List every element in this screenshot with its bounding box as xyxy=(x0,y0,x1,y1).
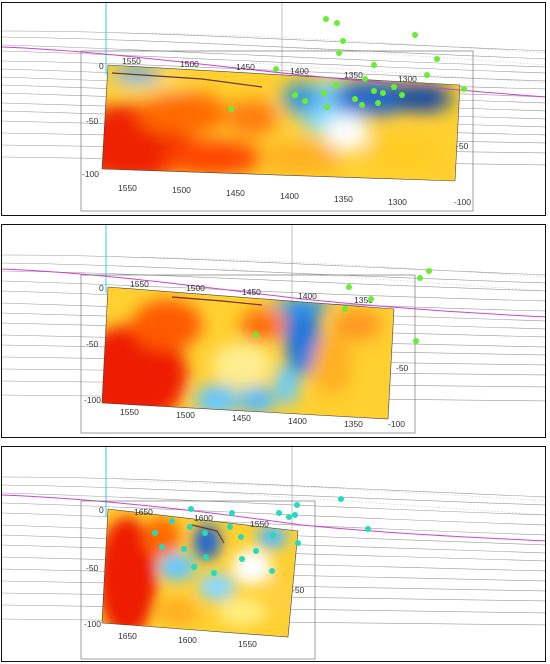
bottom-distance-ticks: 1550 1500 1450 1400 1350 xyxy=(120,407,363,429)
svg-text:1350: 1350 xyxy=(344,70,363,80)
depth-label-top: 0 xyxy=(99,61,104,71)
section-frame xyxy=(80,500,316,660)
panel-3-canvas: 0 -50 -50 -100 1650 1600 1550 1650 1600 … xyxy=(2,447,545,660)
svg-text:1500: 1500 xyxy=(180,59,199,69)
top-distance-ticks: 1550 1500 1450 1400 1350 1300 xyxy=(122,56,417,84)
depth-label-bottom-left: -100 xyxy=(82,169,99,179)
svg-text:1450: 1450 xyxy=(232,413,251,423)
panel-2-canvas: 0 -50 -50 -100 -100 1550 1500 1450 1400 … xyxy=(2,225,545,434)
bottom-distance-ticks: 1550 1500 1450 1400 1350 1300 xyxy=(118,183,407,207)
sample-markers xyxy=(152,496,371,576)
resistivity-section xyxy=(102,509,298,637)
svg-text:1400: 1400 xyxy=(280,191,299,201)
svg-text:1650: 1650 xyxy=(118,631,137,641)
depth-label-mid-right: -50 xyxy=(456,141,469,151)
depth-label-mid-right: -50 xyxy=(292,585,305,595)
bottom-distance-ticks: 1650 1600 1550 xyxy=(118,631,257,649)
svg-text:1400: 1400 xyxy=(288,416,307,426)
section-panel-1: 0 -50 -50 -100 -100 1550 1500 1450 1400 … xyxy=(1,2,546,216)
resistivity-section xyxy=(102,65,460,181)
depth-label-mid-left: -50 xyxy=(86,339,99,349)
svg-text:1550: 1550 xyxy=(250,519,269,529)
section-panel-2: 0 -50 -50 -100 -100 1550 1500 1450 1400 … xyxy=(1,224,546,438)
top-distance-ticks: 1650 1600 1550 xyxy=(134,507,269,529)
svg-text:1600: 1600 xyxy=(178,635,197,645)
svg-text:1350: 1350 xyxy=(344,419,363,429)
strata-hatching xyxy=(141,256,545,292)
svg-text:1450: 1450 xyxy=(226,188,245,198)
section-frame xyxy=(80,50,474,212)
strata-lines xyxy=(2,476,545,626)
depth-label-bottom-left: -100 xyxy=(84,619,101,629)
section-panel-3: 0 -50 -50 -100 1650 1600 1550 1650 1600 … xyxy=(1,446,546,662)
topography-line xyxy=(2,494,545,542)
svg-text:1550: 1550 xyxy=(130,279,149,289)
svg-text:1400: 1400 xyxy=(290,66,309,76)
depth-label-mid-left: -50 xyxy=(86,563,99,573)
depth-label-top: 0 xyxy=(99,505,104,515)
sample-markers xyxy=(253,268,432,344)
svg-text:1500: 1500 xyxy=(186,283,205,293)
depth-label-bottom-right: -100 xyxy=(388,419,405,429)
depth-label-bottom-right: -100 xyxy=(454,197,471,207)
strata-hatching xyxy=(151,32,545,84)
svg-text:1550: 1550 xyxy=(238,639,257,649)
depth-label-bottom-left: -100 xyxy=(84,395,101,405)
svg-text:1550: 1550 xyxy=(122,56,141,66)
svg-text:1550: 1550 xyxy=(118,183,137,193)
svg-text:1650: 1650 xyxy=(134,507,153,517)
svg-text:1450: 1450 xyxy=(242,287,261,297)
strata-hatching xyxy=(121,480,545,516)
svg-text:1300: 1300 xyxy=(388,197,407,207)
depth-label-mid-left: -50 xyxy=(86,116,99,126)
sample-markers xyxy=(228,16,467,112)
top-distance-ticks: 1550 1500 1450 1400 1350 xyxy=(130,279,373,305)
svg-text:1500: 1500 xyxy=(172,185,191,195)
svg-text:1500: 1500 xyxy=(176,410,195,420)
svg-text:1350: 1350 xyxy=(354,295,373,305)
svg-text:1600: 1600 xyxy=(194,513,213,523)
svg-text:1400: 1400 xyxy=(298,291,317,301)
svg-text:1450: 1450 xyxy=(236,62,255,72)
panel-1-canvas: 0 -50 -50 -100 -100 1550 1500 1450 1400 … xyxy=(2,3,545,212)
svg-text:1550: 1550 xyxy=(120,407,139,417)
section-frame xyxy=(80,274,416,434)
depth-label-top: 0 xyxy=(99,283,104,293)
svg-text:1300: 1300 xyxy=(398,74,417,84)
svg-text:1350: 1350 xyxy=(334,194,353,204)
depth-label-mid-right: -50 xyxy=(396,363,409,373)
